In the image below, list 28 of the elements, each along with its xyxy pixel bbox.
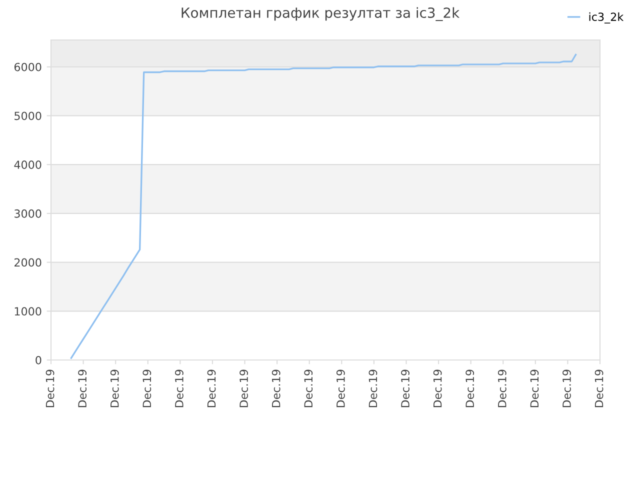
x-tick-label: Dec.19 bbox=[207, 370, 216, 408]
x-tick-label: Dec.19 bbox=[46, 370, 54, 408]
x-tick-label: Dec.19 bbox=[336, 370, 345, 408]
x-tick-label: Dec.19 bbox=[304, 370, 313, 408]
x-tick-label: Dec.19 bbox=[272, 370, 280, 408]
x-tick-label: Dec.19 bbox=[142, 370, 152, 408]
y-tick-label: 4000 bbox=[14, 160, 42, 169]
line-series bbox=[70, 54, 577, 359]
x-tick-label: Dec.19 bbox=[530, 370, 539, 408]
chart-title: Комплетан график резултат за ic3_2k bbox=[182, 7, 460, 22]
y-tick-label: 2000 bbox=[14, 258, 42, 267]
x-tick-label: Dec.19 bbox=[433, 370, 442, 408]
x-tick-label: Dec.19 bbox=[368, 370, 378, 408]
x-tick-label: Dec.19 bbox=[401, 370, 410, 408]
x-tick-label: Dec.19 bbox=[240, 370, 248, 408]
x-tick-label: Dec.19 bbox=[174, 370, 184, 408]
y-tick-label: 3000 bbox=[14, 209, 42, 218]
x-tick-label: Dec.19 bbox=[78, 370, 87, 408]
legend-label: ic3_2k bbox=[589, 12, 624, 24]
x-tick-label: Dec.19 bbox=[466, 370, 474, 408]
x-tick-label: Dec.19 bbox=[498, 370, 506, 408]
y-tick-label: 5000 bbox=[14, 112, 42, 120]
y-tick-label: 0 bbox=[36, 356, 42, 364]
y-tick-label: 1000 bbox=[14, 307, 42, 316]
x-tick-label: Dec.19 bbox=[110, 370, 119, 408]
x-tick-label: Dec.19 bbox=[562, 370, 571, 408]
y-tick-label: 6000 bbox=[14, 62, 42, 72]
x-tick-label: Dec.19 bbox=[594, 370, 604, 408]
